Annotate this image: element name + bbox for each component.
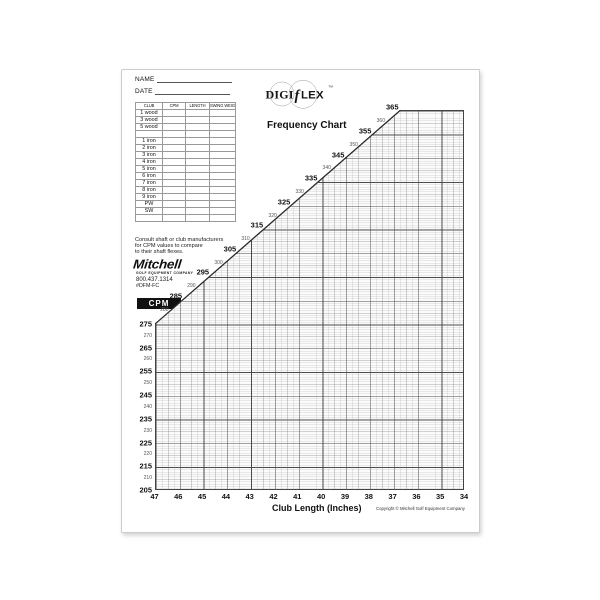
svg-text:TM: TM bbox=[329, 85, 334, 89]
svg-text:LEX: LEX bbox=[301, 90, 324, 102]
svg-text:DIGI: DIGI bbox=[266, 88, 294, 102]
